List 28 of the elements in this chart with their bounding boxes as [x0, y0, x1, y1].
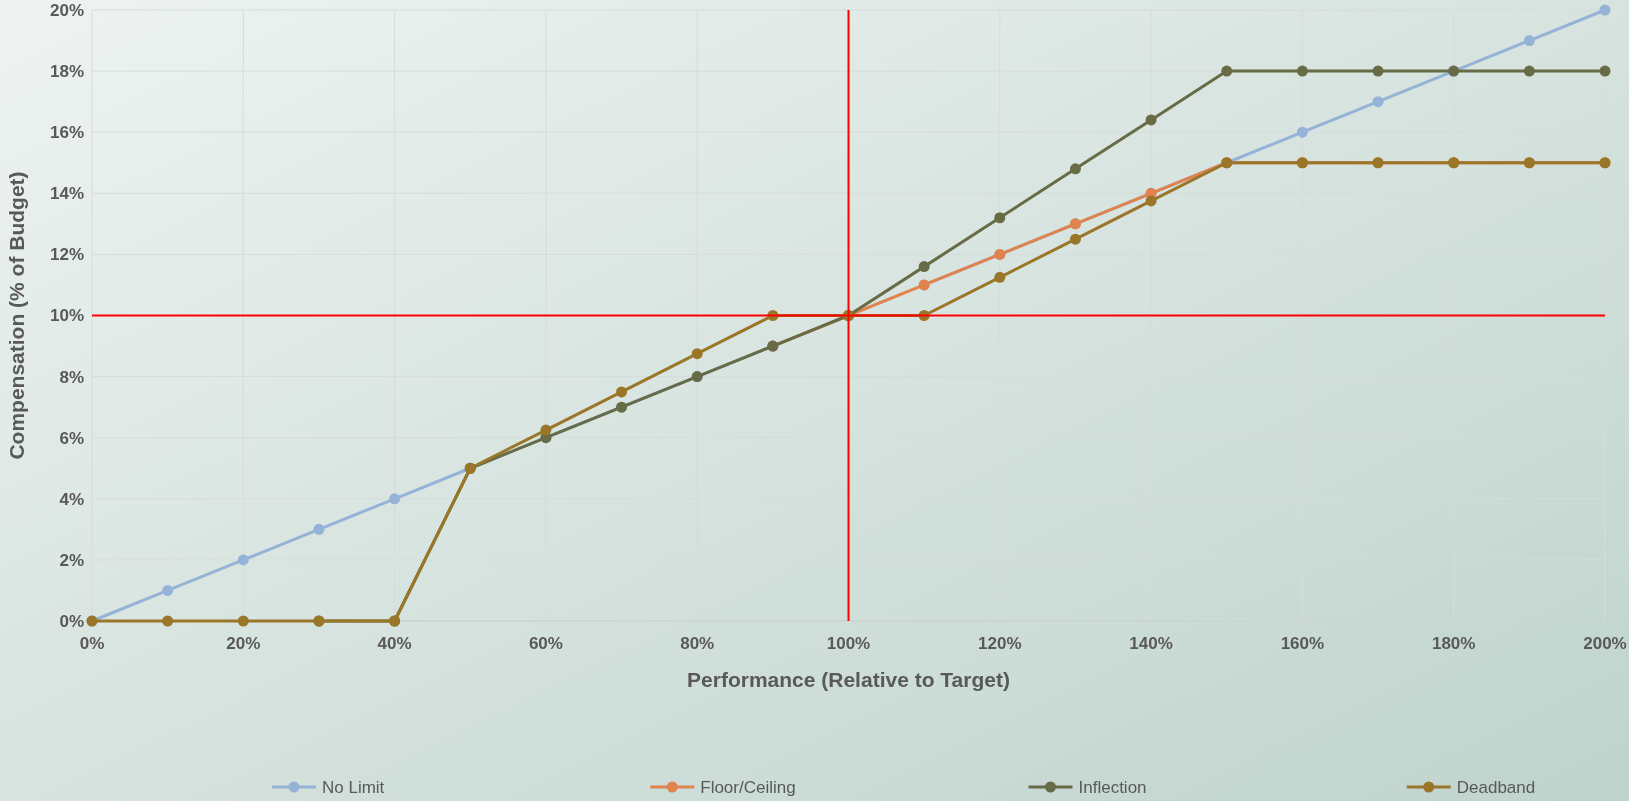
legend-label: No Limit — [322, 777, 385, 797]
y-tick-label: 14% — [49, 184, 84, 204]
y-axis-title: Compensation (% of Budget) — [5, 171, 28, 460]
legend-label: Deadband — [1456, 777, 1536, 797]
legend-label: Inflection — [1078, 777, 1147, 797]
y-tick-label: 6% — [59, 428, 84, 448]
x-tick-label: 100% — [826, 634, 871, 653]
x-tick-label: 180% — [1431, 634, 1476, 653]
x-tick-label: 0% — [79, 634, 105, 653]
y-tick-label: 10% — [49, 306, 84, 326]
x-tick-label: 40% — [377, 634, 412, 653]
y-tick-label: 8% — [59, 367, 84, 387]
x-tick-label: 140% — [1129, 634, 1173, 653]
x-tick-label: 200% — [1583, 634, 1627, 653]
y-tick-label: 12% — [49, 245, 84, 265]
y-tick-label: 20% — [49, 0, 84, 20]
y-tick-label: 2% — [59, 550, 84, 570]
x-axis-title: Performance (Relative to Target) — [687, 668, 1010, 691]
x-tick-label: 20% — [226, 634, 261, 653]
x-tick-label: 160% — [1280, 634, 1325, 653]
y-tick-label: 18% — [49, 62, 84, 82]
x-tick-label: 80% — [680, 634, 715, 653]
y-tick-label: 0% — [59, 611, 84, 631]
x-tick-label: 120% — [978, 634, 1022, 653]
y-tick-label: 16% — [49, 123, 84, 143]
y-tick-label: 4% — [59, 489, 84, 509]
legend-label: Floor/Ceiling — [700, 777, 796, 797]
x-tick-label: 60% — [528, 634, 563, 653]
